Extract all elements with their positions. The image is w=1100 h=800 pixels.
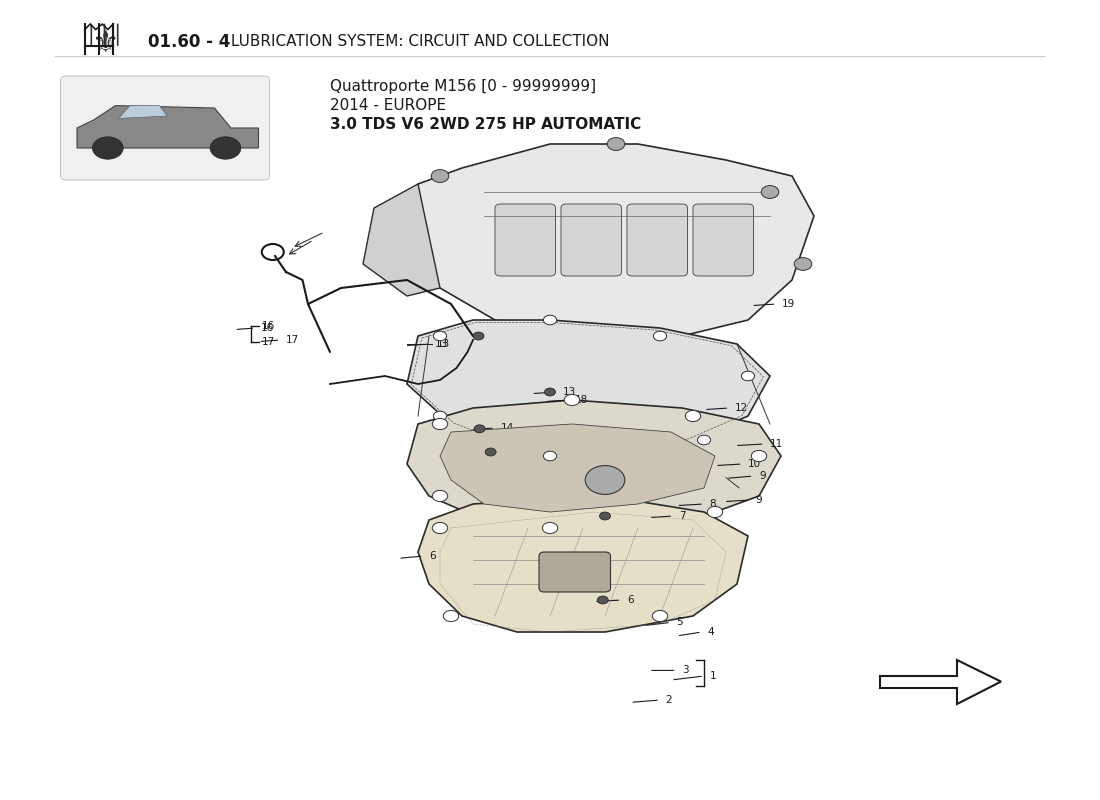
Text: 9: 9	[759, 471, 766, 481]
Circle shape	[92, 137, 123, 159]
Polygon shape	[119, 106, 167, 118]
Text: 01.60 - 4: 01.60 - 4	[148, 33, 231, 50]
Circle shape	[542, 522, 558, 534]
Circle shape	[432, 490, 448, 502]
Text: 19: 19	[782, 299, 795, 309]
Text: 2: 2	[666, 695, 672, 705]
Circle shape	[473, 332, 484, 340]
FancyBboxPatch shape	[539, 552, 610, 592]
Circle shape	[443, 610, 459, 622]
FancyBboxPatch shape	[495, 204, 556, 276]
Text: 4: 4	[707, 627, 714, 637]
Circle shape	[544, 388, 556, 396]
Polygon shape	[440, 424, 715, 512]
Text: 13: 13	[434, 339, 448, 349]
Circle shape	[751, 450, 767, 462]
Circle shape	[543, 315, 557, 325]
Text: 10: 10	[748, 459, 761, 469]
Text: 15: 15	[517, 447, 530, 457]
Polygon shape	[407, 144, 814, 344]
Polygon shape	[363, 184, 440, 296]
Circle shape	[600, 512, 610, 520]
Circle shape	[564, 394, 580, 406]
Text: 12: 12	[735, 403, 748, 413]
FancyBboxPatch shape	[693, 204, 754, 276]
Polygon shape	[407, 400, 781, 528]
Text: 3.0 TDS V6 2WD 275 HP AUTOMATIC: 3.0 TDS V6 2WD 275 HP AUTOMATIC	[330, 118, 641, 132]
Text: 13: 13	[563, 387, 576, 397]
Circle shape	[432, 522, 448, 534]
Text: 17: 17	[286, 335, 299, 345]
FancyBboxPatch shape	[627, 204, 688, 276]
Text: Quattroporte M156 [0 - 99999999]: Quattroporte M156 [0 - 99999999]	[330, 79, 596, 94]
Circle shape	[543, 451, 557, 461]
Circle shape	[597, 596, 608, 604]
FancyBboxPatch shape	[561, 204, 621, 276]
Circle shape	[210, 137, 241, 159]
Text: 16: 16	[262, 322, 275, 331]
Text: LUBRICATION SYSTEM: CIRCUIT AND COLLECTION: LUBRICATION SYSTEM: CIRCUIT AND COLLECTI…	[226, 34, 609, 49]
Text: 9: 9	[756, 495, 762, 505]
Text: 18: 18	[575, 395, 589, 405]
Text: 17: 17	[262, 338, 275, 347]
Circle shape	[707, 506, 723, 518]
Circle shape	[433, 411, 447, 421]
Text: 6: 6	[500, 483, 507, 493]
Text: 5: 5	[676, 618, 683, 627]
Text: 16: 16	[261, 323, 274, 333]
Text: 3: 3	[682, 666, 689, 675]
Circle shape	[794, 258, 812, 270]
Polygon shape	[77, 106, 258, 148]
Text: 8: 8	[710, 499, 716, 509]
Circle shape	[685, 410, 701, 422]
Circle shape	[485, 448, 496, 456]
Circle shape	[652, 610, 668, 622]
Circle shape	[697, 435, 711, 445]
Polygon shape	[418, 496, 748, 632]
Polygon shape	[407, 320, 770, 456]
Circle shape	[761, 186, 779, 198]
Circle shape	[653, 331, 667, 341]
Text: 7: 7	[679, 511, 685, 521]
Circle shape	[433, 331, 447, 341]
Circle shape	[585, 466, 625, 494]
Text: 2014 - EUROPE: 2014 - EUROPE	[330, 98, 447, 113]
Circle shape	[432, 418, 448, 430]
Text: 14: 14	[500, 423, 514, 433]
Circle shape	[607, 138, 625, 150]
Text: 11: 11	[770, 439, 783, 449]
Text: 13: 13	[437, 339, 450, 349]
Text: 6: 6	[627, 595, 634, 605]
Circle shape	[431, 170, 449, 182]
Text: 1: 1	[710, 671, 716, 681]
Polygon shape	[880, 660, 1001, 704]
Circle shape	[741, 371, 755, 381]
Circle shape	[474, 425, 485, 433]
Text: 6: 6	[429, 551, 436, 561]
Text: ⚜: ⚜	[91, 30, 118, 58]
FancyBboxPatch shape	[60, 76, 270, 180]
